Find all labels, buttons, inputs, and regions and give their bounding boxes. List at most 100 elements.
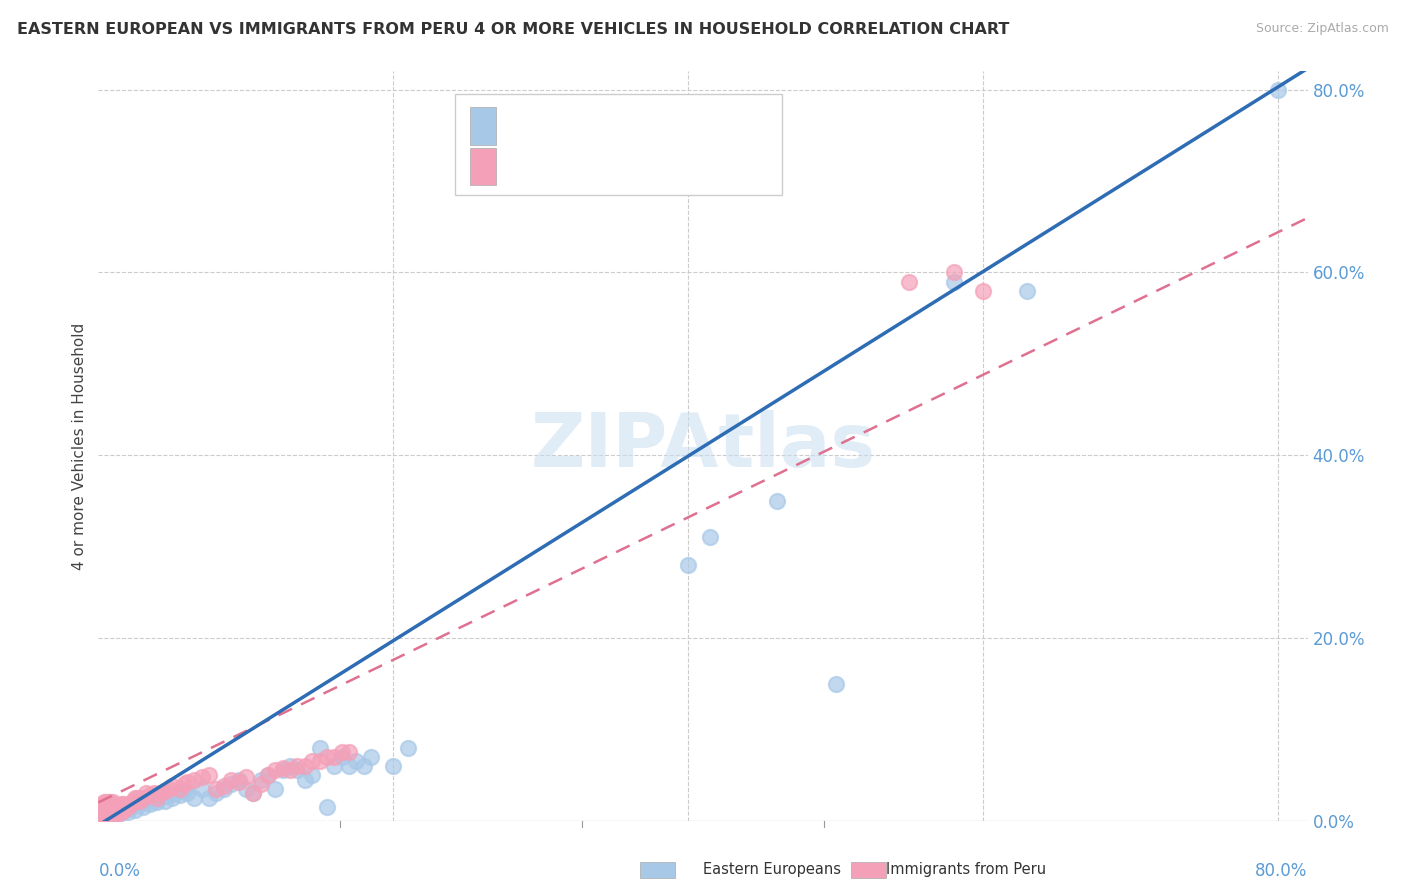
Point bbox=[94, 800, 117, 814]
Point bbox=[205, 781, 228, 796]
Point bbox=[105, 805, 128, 819]
Point bbox=[96, 800, 118, 814]
Text: N =  56: N = 56 bbox=[638, 117, 711, 136]
Point bbox=[176, 786, 198, 800]
Point bbox=[94, 803, 117, 817]
Point bbox=[87, 812, 110, 826]
Point bbox=[122, 793, 145, 807]
Point bbox=[114, 800, 136, 814]
Point bbox=[90, 808, 112, 822]
Point bbox=[1017, 284, 1039, 298]
Point bbox=[124, 790, 146, 805]
Point bbox=[219, 777, 242, 791]
Point bbox=[97, 805, 120, 819]
Point bbox=[149, 786, 172, 800]
Point bbox=[257, 768, 280, 782]
Point bbox=[308, 754, 330, 768]
Point bbox=[112, 797, 135, 812]
Point bbox=[153, 793, 176, 807]
Point bbox=[249, 777, 271, 791]
Point bbox=[824, 676, 846, 690]
Point bbox=[264, 764, 287, 778]
Text: 0.0%: 0.0% bbox=[98, 862, 141, 880]
Point bbox=[198, 790, 221, 805]
Point bbox=[360, 749, 382, 764]
Bar bbox=[470, 148, 496, 186]
Point bbox=[117, 805, 139, 819]
Point bbox=[131, 790, 153, 805]
Point bbox=[190, 770, 212, 784]
Point bbox=[118, 797, 141, 812]
Point bbox=[120, 800, 142, 814]
Point bbox=[101, 796, 124, 810]
Point bbox=[330, 745, 353, 759]
Point bbox=[382, 759, 405, 773]
Point bbox=[271, 764, 294, 778]
Point bbox=[160, 790, 183, 805]
Point bbox=[678, 558, 700, 572]
Point bbox=[120, 797, 142, 812]
Point bbox=[89, 810, 111, 824]
Point bbox=[205, 786, 228, 800]
Point bbox=[131, 800, 153, 814]
Point bbox=[160, 779, 183, 793]
Point bbox=[219, 772, 242, 787]
Point bbox=[93, 805, 115, 819]
Text: EASTERN EUROPEAN VS IMMIGRANTS FROM PERU 4 OR MORE VEHICLES IN HOUSEHOLD CORRELA: EASTERN EUROPEAN VS IMMIGRANTS FROM PERU… bbox=[17, 22, 1010, 37]
Point bbox=[294, 759, 316, 773]
Point bbox=[228, 775, 250, 789]
Bar bbox=[470, 107, 496, 145]
Point bbox=[183, 772, 205, 787]
Point bbox=[91, 800, 114, 814]
Point bbox=[1267, 82, 1289, 96]
Point bbox=[98, 805, 121, 819]
Point bbox=[90, 805, 112, 819]
Point bbox=[228, 772, 250, 787]
Point bbox=[104, 805, 127, 819]
Point bbox=[149, 790, 172, 805]
Y-axis label: 4 or more Vehicles in Household: 4 or more Vehicles in Household bbox=[72, 322, 87, 570]
Point bbox=[699, 530, 721, 544]
Point bbox=[235, 781, 257, 796]
Point bbox=[98, 800, 121, 814]
Point bbox=[100, 805, 122, 819]
Text: R = 0.462: R = 0.462 bbox=[510, 158, 595, 176]
Point bbox=[146, 790, 169, 805]
Point bbox=[337, 745, 360, 759]
Point bbox=[972, 284, 994, 298]
Point bbox=[278, 759, 301, 773]
Point bbox=[100, 809, 122, 823]
Point bbox=[105, 806, 128, 821]
Point bbox=[257, 768, 280, 782]
Point bbox=[190, 781, 212, 796]
Text: Eastern Europeans: Eastern Europeans bbox=[703, 863, 841, 877]
Point bbox=[169, 781, 191, 796]
Point bbox=[173, 777, 195, 791]
Point bbox=[323, 759, 346, 773]
Point bbox=[96, 805, 118, 819]
Point bbox=[143, 793, 166, 807]
Point bbox=[97, 809, 120, 823]
Point bbox=[235, 770, 257, 784]
Point bbox=[264, 781, 287, 796]
Point bbox=[100, 800, 122, 814]
Point bbox=[108, 800, 131, 814]
Point bbox=[98, 806, 121, 821]
Point bbox=[278, 764, 301, 778]
Point bbox=[128, 797, 150, 812]
Point bbox=[242, 786, 264, 800]
Point bbox=[111, 803, 134, 817]
Point bbox=[169, 788, 191, 802]
Point bbox=[242, 786, 264, 800]
Point bbox=[101, 809, 124, 823]
Point bbox=[176, 775, 198, 789]
Point bbox=[97, 800, 120, 814]
Point bbox=[128, 793, 150, 807]
Point bbox=[124, 803, 146, 817]
Point bbox=[153, 784, 176, 798]
Point bbox=[94, 806, 117, 821]
Point bbox=[143, 786, 166, 800]
Point bbox=[125, 790, 148, 805]
Point bbox=[110, 805, 132, 819]
Point bbox=[294, 772, 316, 787]
